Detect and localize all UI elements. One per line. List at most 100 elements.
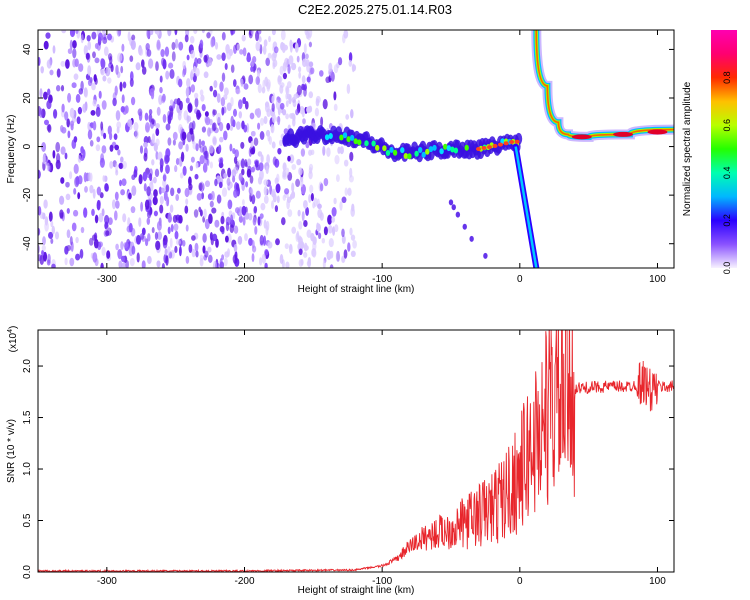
- noise-speckle: [115, 200, 120, 209]
- noise-speckle: [165, 255, 169, 266]
- noise-speckle: [300, 177, 304, 188]
- noise-speckle: [264, 249, 269, 256]
- noise-speckle: [218, 121, 224, 132]
- signal-core: [407, 153, 412, 160]
- noise-speckle: [171, 51, 176, 62]
- noise-speckle: [98, 212, 104, 223]
- noise-speckle: [227, 167, 232, 178]
- noise-speckle: [233, 108, 237, 117]
- noise-speckle: [207, 246, 212, 253]
- noise-speckle: [279, 65, 284, 76]
- noise-speckle: [279, 84, 284, 94]
- curve-hotspot: [647, 129, 668, 135]
- noise-speckle: [59, 212, 64, 220]
- noise-speckle: [276, 195, 280, 204]
- noise-speckle: [72, 48, 77, 59]
- noise-speckle: [286, 199, 290, 210]
- noise-speckle: [66, 229, 71, 239]
- noise-speckle: [300, 148, 306, 157]
- noise-speckle: [289, 154, 295, 164]
- noise-speckle: [39, 108, 43, 118]
- noise-speckle: [98, 90, 102, 99]
- noise-speckle: [251, 194, 256, 205]
- noise-speckle: [339, 201, 343, 211]
- noise-speckle: [184, 187, 190, 198]
- noise-speckle: [104, 214, 110, 225]
- noise-speckle: [77, 192, 81, 200]
- noise-speckle: [87, 79, 93, 87]
- noise-speckle: [165, 184, 170, 193]
- noise-speckle: [328, 62, 333, 72]
- noise-speckle: [221, 32, 226, 41]
- noise-speckle: [221, 106, 225, 116]
- signal-core: [425, 148, 430, 155]
- noise-speckle: [223, 87, 229, 96]
- noise-speckle: [203, 54, 208, 63]
- snr-x-axis: -300 -200 -100 0 100: [97, 330, 666, 587]
- noise-speckle: [173, 98, 179, 105]
- noise-speckle: [301, 75, 306, 84]
- noise-speckle: [238, 99, 243, 110]
- noise-speckle: [94, 214, 99, 224]
- noise-speckle: [303, 219, 308, 228]
- noise-speckle: [252, 216, 257, 226]
- noise-speckle: [322, 99, 328, 110]
- noise-speckle: [129, 257, 135, 267]
- noise-speckle: [212, 260, 218, 268]
- noise-speckle: [100, 153, 105, 163]
- noise-speckle: [119, 81, 123, 92]
- noise-speckle: [343, 30, 349, 39]
- noise-speckle: [80, 33, 84, 44]
- noise-speckle: [240, 158, 246, 169]
- noise-speckle: [198, 138, 202, 149]
- spectrogram-signal-track: [282, 125, 523, 163]
- signal-core: [450, 146, 455, 153]
- noise-speckle: [138, 111, 143, 122]
- tail-point: [451, 204, 456, 211]
- noise-speckle: [156, 260, 161, 268]
- noise-speckle: [249, 175, 254, 184]
- noise-speckle: [259, 117, 265, 126]
- noise-speckle: [185, 143, 189, 152]
- noise-speckle: [182, 239, 186, 247]
- noise-speckle: [55, 141, 61, 153]
- noise-speckle: [257, 176, 263, 185]
- noise-speckle: [250, 66, 254, 72]
- noise-speckle: [156, 39, 161, 50]
- noise-speckle: [308, 163, 314, 171]
- noise-speckle: [69, 171, 73, 180]
- noise-speckle: [114, 191, 119, 201]
- noise-speckle: [319, 70, 324, 77]
- noise-speckle: [107, 33, 112, 41]
- noise-speckle: [271, 52, 277, 62]
- noise-speckle: [257, 216, 261, 226]
- noise-speckle: [216, 112, 222, 124]
- noise-speckle: [253, 205, 258, 214]
- noise-speckle: [249, 148, 256, 155]
- noise-speckle: [100, 262, 104, 268]
- noise-speckle: [207, 254, 213, 263]
- noise-speckle: [174, 38, 179, 49]
- noise-speckle: [145, 238, 149, 247]
- noise-speckle: [125, 259, 129, 268]
- noise-speckle: [120, 189, 126, 196]
- noise-speckle: [120, 241, 124, 251]
- noise-speckle: [311, 248, 317, 258]
- noise-speckle: [167, 212, 172, 223]
- noise-speckle: [167, 30, 172, 37]
- noise-speckle: [92, 252, 98, 263]
- noise-speckle: [233, 189, 239, 198]
- x-tick-label: 100: [649, 576, 666, 587]
- noise-speckle: [167, 114, 172, 125]
- noise-speckle: [40, 66, 44, 74]
- signal-core: [346, 136, 351, 143]
- noise-speckle: [185, 86, 190, 98]
- noise-speckle: [190, 49, 196, 59]
- noise-speckle: [277, 75, 282, 85]
- noise-speckle: [185, 224, 189, 232]
- noise-speckle: [43, 119, 50, 126]
- x-tick-label: -300: [97, 274, 117, 285]
- noise-speckle: [232, 175, 236, 183]
- noise-speckle: [265, 165, 269, 175]
- noise-speckle: [169, 237, 173, 248]
